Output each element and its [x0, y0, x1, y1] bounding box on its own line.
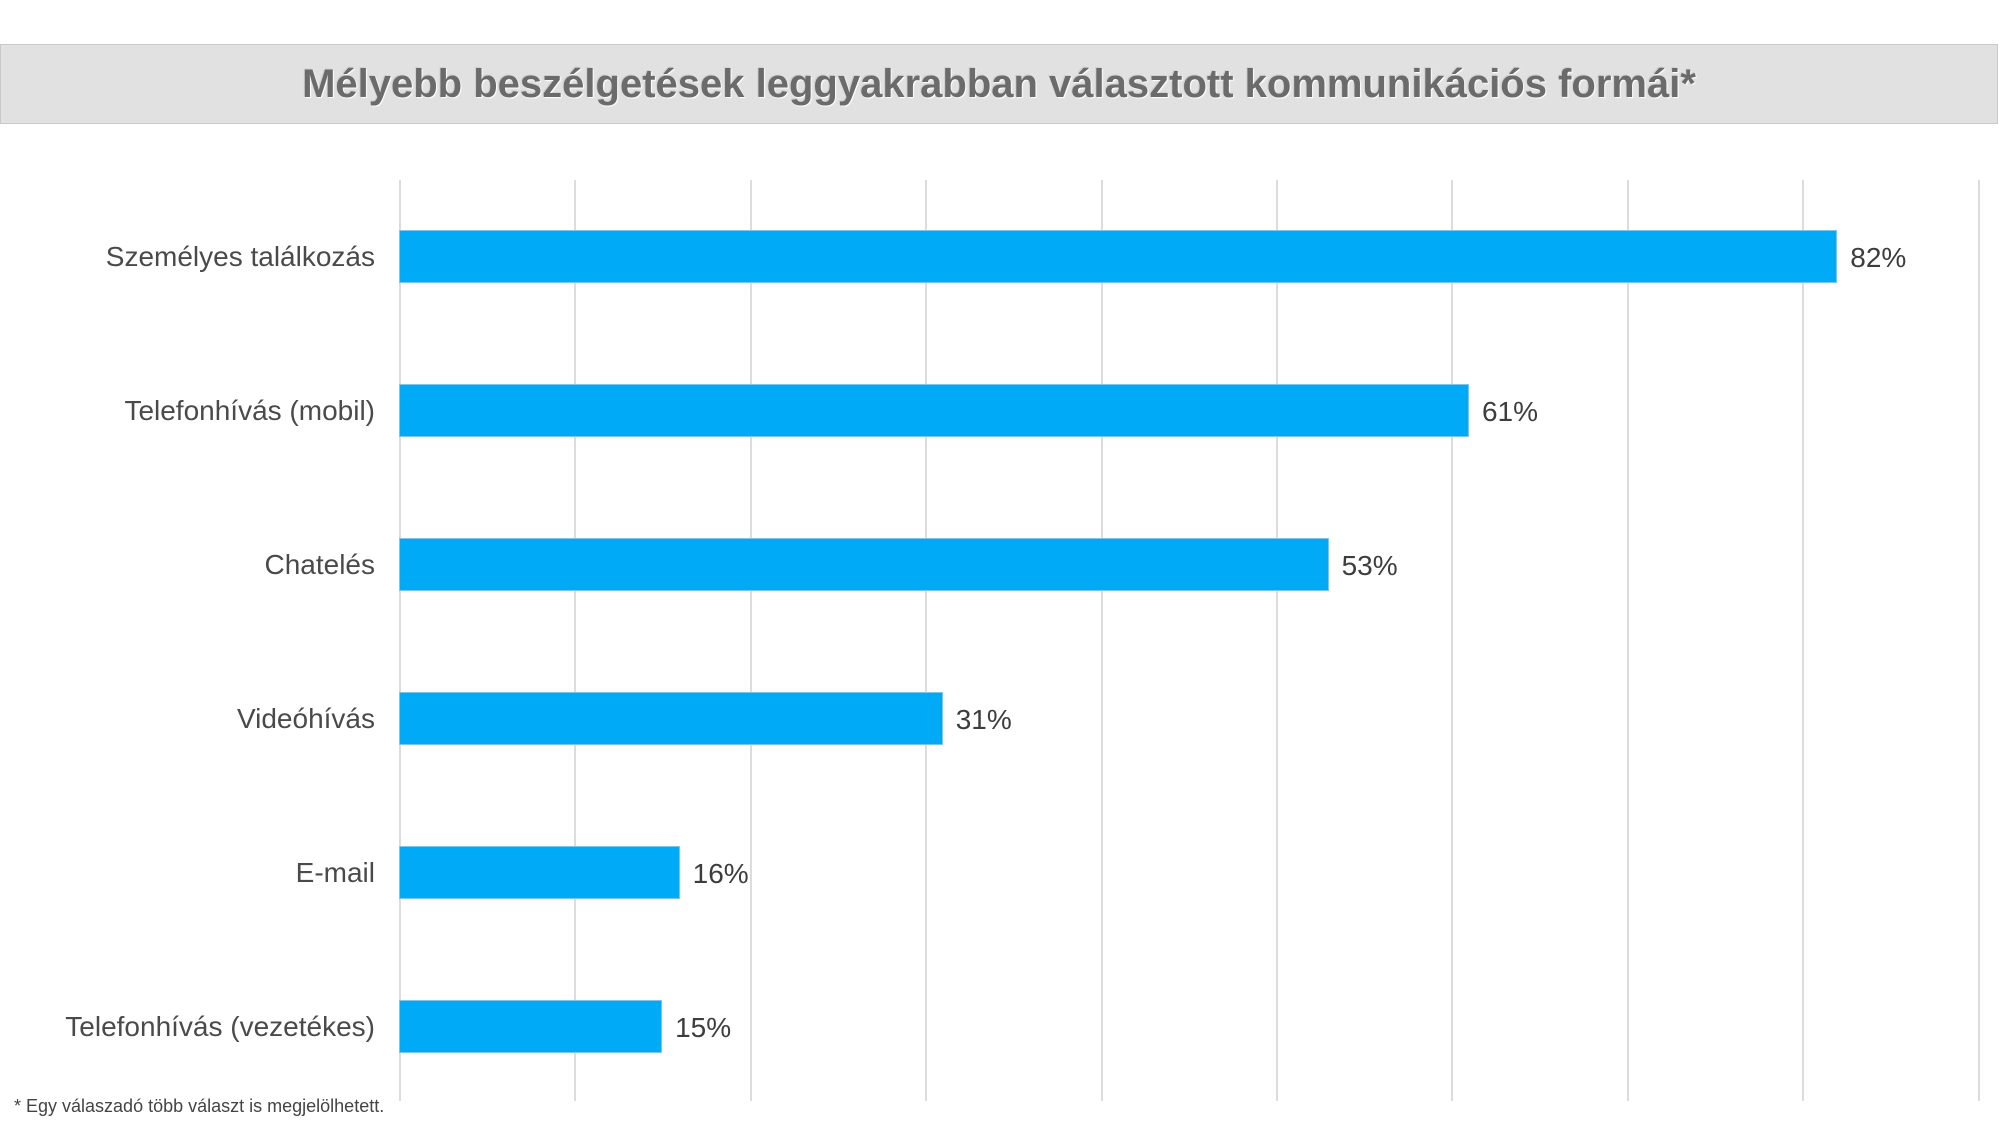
bar — [399, 692, 943, 745]
value-label: 61% — [1481, 396, 1538, 427]
bar-row: Telefonhívás (vezetékes) 15% — [65, 1000, 1979, 1053]
category-label: E-mail — [295, 857, 375, 888]
value-label: 16% — [692, 858, 749, 889]
gridline — [1802, 180, 1805, 1101]
gridline — [1100, 180, 1103, 1101]
bar-row: Személyes találkozás 82% — [106, 230, 1979, 283]
gridline — [574, 180, 577, 1101]
bar-row: E-mail 16% — [296, 846, 1979, 899]
bar-row: Chatelés 53% — [264, 538, 1979, 591]
gridline — [1977, 180, 1980, 1101]
chart-title: Mélyebb beszélgetések leggyakrabban vála… — [302, 61, 1696, 106]
category-label: Személyes találkozás — [105, 241, 375, 272]
bar-row: Telefonhívás (mobil) 61% — [124, 384, 1979, 437]
bar-row: Videóhívás 31% — [237, 692, 1979, 745]
value-label: 15% — [675, 1012, 732, 1043]
value-label: 53% — [1341, 550, 1398, 581]
value-label: 31% — [955, 704, 1012, 735]
footnote: * Egy válaszadó több választ is megjelöl… — [14, 1096, 385, 1116]
category-label: Telefonhívás (vezetékes) — [65, 1011, 375, 1042]
bar — [399, 230, 1838, 283]
bar — [399, 1000, 663, 1053]
gridline — [1276, 180, 1278, 1101]
gridline — [749, 180, 752, 1101]
bar — [399, 384, 1469, 437]
chart-title-bar: Mélyebb beszélgetések leggyakrabban vála… — [0, 44, 1998, 124]
plot-area: Személyes találkozás 82% Telefonhívás (mob… — [65, 180, 1980, 1101]
category-label: Videóhívás — [236, 703, 375, 734]
gridline — [1626, 180, 1629, 1101]
gridline — [925, 180, 928, 1101]
gridline — [1451, 180, 1454, 1101]
category-label: Telefonhívás (mobil) — [124, 395, 375, 426]
value-label: 82% — [1850, 242, 1907, 273]
gridline — [399, 180, 401, 1101]
bar — [399, 538, 1329, 591]
bar — [399, 846, 680, 899]
category-label: Chatelés — [264, 549, 375, 580]
